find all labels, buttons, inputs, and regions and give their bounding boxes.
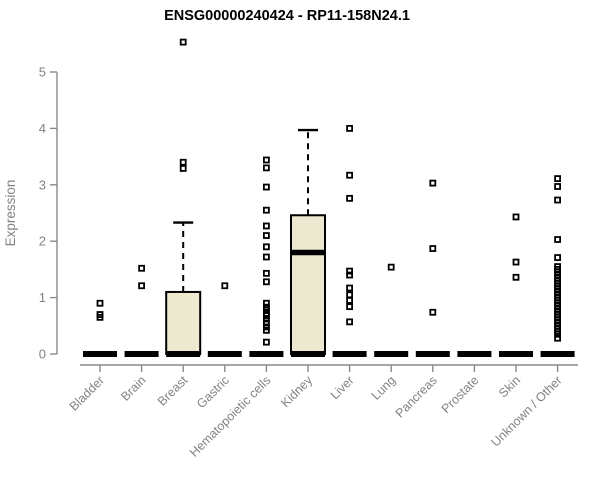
x-axis-category-label: Pancreas [393,373,440,420]
x-axis-category-label: Skin [496,373,523,400]
y-axis-tick-label: 1 [39,290,46,305]
chart-title: ENSG00000240424 - RP11-158N24.1 [164,8,410,24]
x-axis-category-label: Liver [328,373,357,402]
outlier-point-breast [179,158,187,166]
outlier-point-pancreas [429,179,437,187]
outlier-point-brain [138,264,146,272]
zero-bar-brain [124,351,159,357]
outlier-point-hematopoietic-cells [262,156,270,164]
outlier-point-hematopoietic-cells [262,278,270,286]
outlier-point-pancreas [429,308,437,316]
outlier-point-liver [346,271,354,279]
outlier-point-liver [346,303,354,311]
outlier-point-breast [179,38,187,46]
outlier-point-hematopoietic-cells [262,183,270,191]
outlier-point-hematopoietic-cells [262,269,270,277]
outlier-point-hematopoietic-cells [262,232,270,239]
outlier-point-bladder [96,299,104,307]
outlier-point-unknown-other [554,236,561,243]
y-axis-tick-label: 0 [39,347,46,362]
outlier-point-liver [346,194,354,202]
outlier-point-unknown-other [554,196,561,204]
outlier-point-pancreas [429,245,437,252]
outlier-point-unknown-other [554,183,561,190]
outlier-point-hematopoietic-cells [262,253,270,261]
y-axis-tick-label: 3 [39,177,46,192]
outlier-point-skin [512,213,520,221]
zero-bar-hematopoietic-cells [249,351,284,357]
outlier-point-liver [346,125,354,132]
zero-bar-lung [374,351,409,357]
outlier-point-liver [346,297,354,304]
zero-bar-liver [332,351,367,357]
outlier-point-unknown-other [554,334,561,342]
x-axis-category-label: Bladder [67,373,107,413]
zero-bar-gastric [207,351,242,357]
x-axis-category-label: Hematopoietic cells [187,373,274,460]
outlier-point-breast [179,165,187,172]
y-axis-tick-label: 4 [39,121,46,136]
outlier-point-lung [387,263,395,271]
outlier-point-bladder [96,313,104,321]
zero-bar-breast [166,351,201,357]
outlier-point-liver [346,318,354,326]
data-layer [83,38,575,357]
zero-bar-kidney [291,351,325,357]
outlier-point-hematopoietic-cells [262,326,270,334]
outlier-point-unknown-other [554,254,561,261]
outlier-point-hematopoietic-cells [262,299,270,307]
y-axis-tick-label: 2 [39,234,46,249]
outlier-point-liver [346,171,354,179]
outlier-point-liver [346,284,354,292]
zero-bar-skin [499,351,533,357]
outlier-point-skin [512,258,520,266]
outlier-point-hematopoietic-cells [262,222,270,230]
x-axis-category-label: Kidney [278,373,315,410]
outlier-point-hematopoietic-cells [262,164,270,172]
outlier-point-hematopoietic-cells [262,206,270,214]
x-axis-category-label: Breast [155,373,191,409]
zero-bar-prostate [457,351,492,357]
x-axis-category-label: Brain [118,373,149,404]
outlier-point-gastric [221,282,229,290]
outlier-point-liver [346,291,354,299]
outlier-point-hematopoietic-cells [262,319,270,327]
outlier-point-unknown-other [554,175,561,182]
outlier-point-skin [512,273,520,281]
outlier-point-unknown-other [554,330,561,338]
x-axis-category-label: Lung [369,373,399,403]
outlier-point-hematopoietic-cells [262,243,270,251]
x-axis-category-label: Prostate [439,373,482,416]
outlier-point-liver [346,267,354,275]
zero-bar-pancreas [415,351,450,357]
box-breast [165,290,202,355]
box-kidney [290,214,326,355]
y-axis-title: Expression [3,180,18,247]
outlier-point-brain [138,282,146,290]
zero-bar-unknown-other [540,351,575,357]
outlier-point-hematopoietic-cells [262,315,270,323]
outlier-point-hematopoietic-cells [262,338,270,346]
x-axis-category-label: Gastric [194,373,232,411]
zero-bar-bladder [83,351,117,357]
x-axis-category-label: Unknown / Other [488,373,564,449]
y-axis-tick-label: 5 [39,65,46,80]
